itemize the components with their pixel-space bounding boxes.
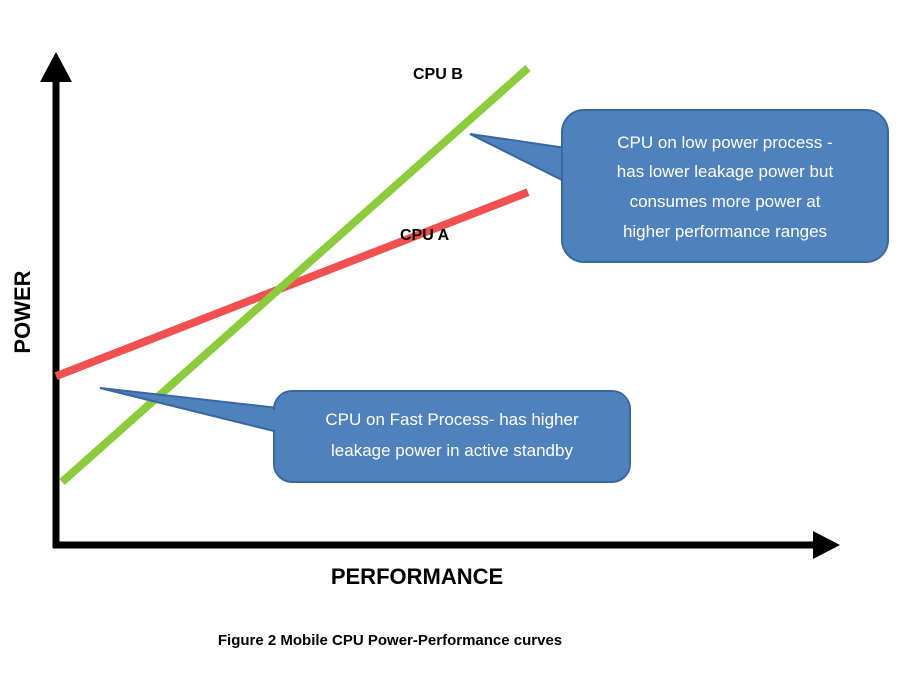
x-axis-title: PERFORMANCE <box>331 564 503 589</box>
y-axis-arrow <box>40 52 72 82</box>
series-label-cpu-a: CPU A <box>400 227 450 244</box>
callout-cpu-b-line-3: consumes more power at <box>630 192 821 211</box>
callout-cpu-a-line-1: CPU on Fast Process- has higher <box>325 410 579 429</box>
figure-caption: Figure 2 Mobile CPU Power-Performance cu… <box>217 632 563 649</box>
callout-cpu-b-line-2: has lower leakage power but <box>617 162 834 181</box>
callout-cpu-b-line-4: higher performance ranges <box>623 222 827 241</box>
series-label-cpu-b: CPU B <box>413 66 463 83</box>
x-axis-arrow <box>813 531 840 559</box>
callout-cpu-b-box <box>561 109 889 263</box>
y-axis-title: POWER <box>10 270 35 353</box>
callout-cpu-a-box <box>273 390 631 483</box>
callout-cpu-b-line-1: CPU on low power process - <box>617 133 832 152</box>
callout-cpu-b-pointer <box>469 133 567 184</box>
callout-cpu-a: CPU on Fast Process- has higher leakage … <box>99 387 631 483</box>
callout-cpu-a-line-2: leakage power in active standby <box>331 441 573 460</box>
series-line-cpu-a <box>54 188 530 380</box>
callout-cpu-b: CPU on low power process - has lower lea… <box>469 109 889 263</box>
series-line-cpu-b <box>59 65 531 485</box>
